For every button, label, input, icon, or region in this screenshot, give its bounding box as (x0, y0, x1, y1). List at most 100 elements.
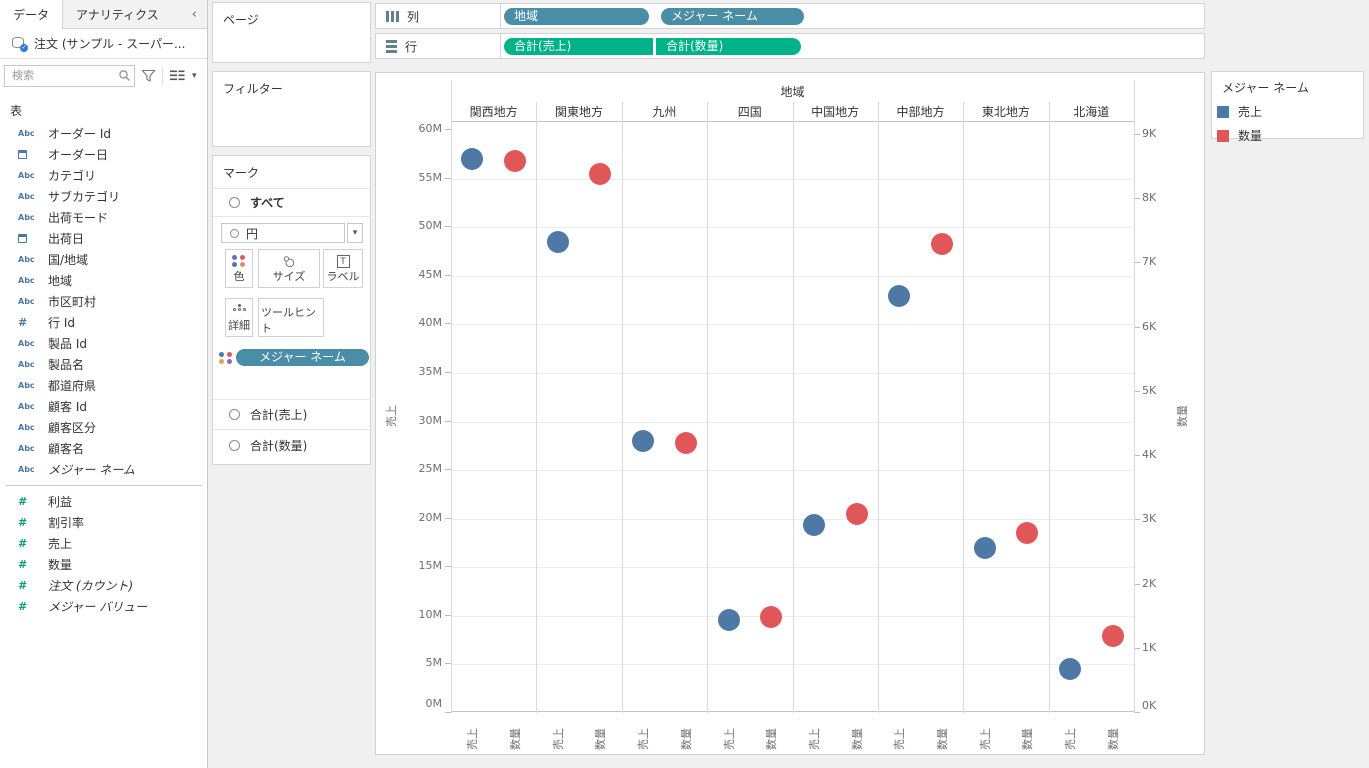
rows-shelf[interactable]: 行 合計(売上) 合計(数量) (375, 33, 1205, 59)
field-item[interactable]: # 注文 (カウント) (0, 575, 207, 596)
mark-circle-数量[interactable] (760, 605, 783, 628)
region-header[interactable]: 関東地方 (555, 105, 604, 119)
abc-field-icon: Abc (18, 171, 35, 180)
mark-circle-売上[interactable] (546, 230, 569, 253)
field-item[interactable]: Abc 地域 (0, 270, 207, 291)
columns-shelf-header: 列 (376, 4, 501, 28)
mark-type-caret[interactable]: ▾ (347, 223, 363, 243)
axis-tick (1134, 326, 1140, 328)
axis-tick-label: 45M (418, 267, 443, 281)
field-item[interactable]: オーダー日 (0, 144, 207, 165)
pill-measure-names[interactable]: メジャー ネーム (661, 7, 804, 25)
legend-item[interactable]: 売上 (1212, 103, 1363, 120)
legend-item[interactable]: 数量 (1212, 127, 1363, 144)
search-input[interactable] (4, 64, 135, 87)
mark-circle-売上[interactable] (888, 285, 911, 308)
pill-sum-sales[interactable]: 合計(売上) (504, 37, 653, 55)
field-item[interactable]: # 数量 (0, 554, 207, 575)
pill-sum-quantity[interactable]: 合計(数量) (656, 37, 801, 55)
pill-region[interactable]: 地域 (504, 7, 649, 25)
field-item[interactable]: Abc サブカテゴリ (0, 186, 207, 207)
field-label: 注文 (カウント) (48, 579, 134, 593)
field-item[interactable]: Abc 製品 Id (0, 333, 207, 354)
field-item[interactable]: # 行 Id (0, 312, 207, 333)
bottom-axis-label: 売上 (978, 728, 992, 750)
calendar-field-icon (18, 234, 27, 243)
region-header[interactable]: 北海道 (1073, 105, 1110, 119)
field-item[interactable]: # 利益 (0, 491, 207, 512)
view-as-list-button[interactable] (167, 65, 188, 87)
field-item[interactable]: Abc 顧客 Id (0, 396, 207, 417)
field-item[interactable]: Abc メジャー ネーム (0, 459, 207, 480)
field-item[interactable]: Abc カテゴリ (0, 165, 207, 186)
field-item[interactable]: Abc 国/地域 (0, 249, 207, 270)
region-header[interactable]: 九州 (652, 105, 677, 119)
detail-icon (232, 304, 246, 311)
mark-circle-数量[interactable] (1101, 624, 1124, 647)
axis-tick (1134, 712, 1140, 713)
measure-mark-card-sales[interactable]: 合計(売上) (213, 403, 370, 425)
mark-circle-数量[interactable] (845, 502, 868, 525)
gridline (451, 227, 1134, 229)
circle-mark-icon (230, 228, 239, 238)
measure-mark-card-quantity[interactable]: 合計(数量) (213, 434, 370, 456)
mark-circle-売上[interactable] (973, 536, 996, 559)
field-item[interactable]: # 売上 (0, 533, 207, 554)
region-header[interactable]: 中部地方 (896, 105, 945, 119)
field-item[interactable]: # 割引率 (0, 512, 207, 533)
view-options-caret-icon[interactable]: ▾ (192, 70, 197, 81)
mark-circle-数量[interactable] (1016, 522, 1039, 545)
field-item[interactable]: # メジャー バリュー (0, 596, 207, 617)
field-item[interactable]: Abc 出荷モード (0, 207, 207, 228)
sidebar-collapse-button[interactable]: ‹ (182, 0, 207, 28)
mark-circle-数量[interactable] (589, 162, 612, 185)
list-view-icon (170, 70, 185, 81)
mark-circle-売上[interactable] (1059, 658, 1082, 681)
field-item[interactable]: Abc 製品名 (0, 354, 207, 375)
panel-divider (878, 102, 879, 713)
axis-tick (445, 129, 451, 130)
panel-divider (1134, 80, 1135, 713)
field-label: オーダー Id (48, 127, 111, 141)
detail-button[interactable]: 詳細 (225, 298, 253, 337)
marks-color-pill[interactable]: メジャー ネーム (236, 349, 369, 366)
size-button[interactable]: サイズ (258, 249, 320, 288)
mark-circle-売上[interactable] (461, 148, 484, 171)
field-item[interactable]: 出荷日 (0, 228, 207, 249)
columns-shelf[interactable]: 列 地域 メジャー ネーム (375, 3, 1205, 29)
column-field-header: 地域 (780, 85, 805, 99)
field-item[interactable]: Abc オーダー Id (0, 123, 207, 144)
number-field-icon: # (18, 558, 28, 571)
field-item[interactable]: Abc 顧客名 (0, 438, 207, 459)
mark-circle-数量[interactable] (674, 432, 697, 455)
region-header[interactable]: 四国 (737, 105, 762, 119)
mark-circle-売上[interactable] (717, 608, 740, 631)
field-item[interactable]: Abc 市区町村 (0, 291, 207, 312)
abc-field-icon: Abc (18, 192, 35, 201)
field-item[interactable]: Abc 都道府県 (0, 375, 207, 396)
region-header[interactable]: 中国地方 (811, 105, 860, 119)
rows-shelf-label: 行 (405, 39, 418, 54)
field-label: 国/地域 (48, 253, 89, 267)
region-header[interactable]: 東北地方 (981, 105, 1030, 119)
field-item[interactable]: Abc 顧客区分 (0, 417, 207, 438)
filters-shelf[interactable]: フィルター (212, 71, 371, 147)
mark-circle-数量[interactable] (504, 149, 527, 172)
datasource-row[interactable]: ✓ 注文 (サンプル - スーパー... (0, 29, 207, 59)
marks-all-row[interactable]: すべて (213, 192, 370, 212)
region-header[interactable]: 関西地方 (469, 105, 518, 119)
mark-circle-売上[interactable] (632, 429, 655, 452)
mark-circle-売上[interactable] (802, 514, 825, 537)
tooltip-button[interactable]: ツールヒント (258, 298, 324, 337)
label-button[interactable]: T ラベル (323, 249, 363, 288)
tab-data[interactable]: データ (0, 0, 64, 29)
mark-circle-数量[interactable] (930, 233, 953, 256)
filter-fields-button[interactable] (139, 65, 158, 87)
columns-icon (386, 10, 399, 22)
mark-type-dropdown[interactable]: 円 (221, 223, 345, 243)
color-button[interactable]: 色 (225, 249, 253, 288)
tab-analytics[interactable]: アナリティクス (63, 0, 172, 28)
pages-shelf[interactable]: ページ (212, 2, 371, 63)
axis-tick-label: 10M (418, 607, 443, 621)
panel-divider (707, 102, 708, 713)
